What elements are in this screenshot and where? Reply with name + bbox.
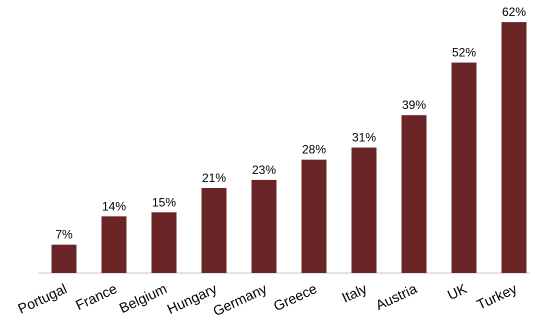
x-tick-label-hungary: Hungary: [165, 280, 220, 317]
x-tick-label-portugal: Portugal: [15, 280, 69, 317]
bar-greece: [301, 159, 327, 273]
x-tick-label-turkey: Turkey: [474, 280, 519, 312]
value-label-germany: 23%: [252, 163, 276, 177]
x-tick-label-germany: Germany: [210, 280, 269, 319]
value-label-turkey: 62%: [502, 5, 526, 19]
bar-germany: [251, 179, 277, 273]
value-label-portugal: 7%: [55, 228, 73, 242]
value-label-italy: 31%: [352, 131, 376, 145]
bar-belgium: [151, 212, 177, 273]
value-label-france: 14%: [102, 199, 126, 213]
bar-italy: [351, 147, 377, 273]
bar-portugal: [51, 244, 77, 273]
value-label-greece: 28%: [302, 143, 326, 157]
x-tick-label-belgium: Belgium: [117, 280, 170, 316]
value-label-belgium: 15%: [152, 195, 176, 209]
x-tick-label-uk: UK: [445, 280, 470, 303]
value-label-austria: 39%: [402, 98, 426, 112]
x-tick-label-greece: Greece: [271, 280, 320, 314]
value-labels-group: 7% 14% 15% 21% 23% 28% 31% 39% 52% 62%: [55, 5, 526, 242]
x-tick-label-france: France: [73, 280, 119, 313]
bar-uk: [451, 62, 477, 273]
bars-group: [51, 22, 527, 273]
x-tick-label-italy: Italy: [339, 280, 369, 305]
bar-hungary: [201, 188, 227, 273]
bar-austria: [401, 115, 427, 273]
value-label-uk: 52%: [452, 46, 476, 60]
bar-turkey: [501, 22, 527, 273]
value-label-hungary: 21%: [202, 171, 226, 185]
bar-france: [101, 216, 127, 273]
x-tick-label-austria: Austria: [373, 280, 419, 313]
